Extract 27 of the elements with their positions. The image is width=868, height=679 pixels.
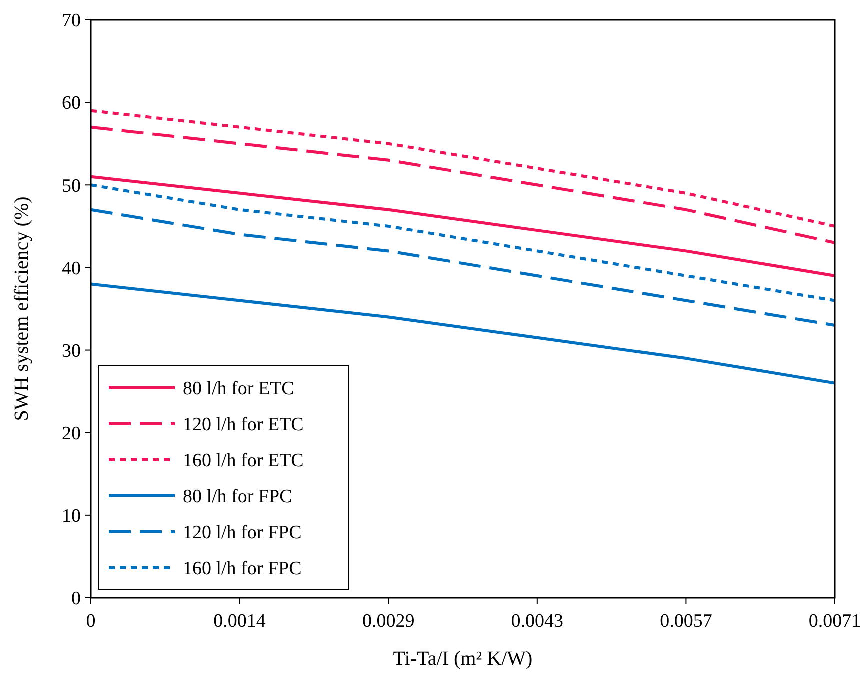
legend-label: 160 l/h for FPC	[183, 558, 302, 580]
y-tick-label: 40	[62, 258, 81, 280]
y-axis-title: SWH system efficiency (%)	[11, 196, 33, 422]
x-tick-label: 0.0043	[511, 611, 564, 632]
x-tick-label: 0.0057	[660, 611, 712, 632]
line-series	[90, 184, 836, 302]
line-series	[90, 175, 836, 278]
line-series	[90, 208, 836, 328]
y-tick-label: 20	[62, 424, 81, 445]
y-tick-label: 0	[72, 588, 81, 610]
legend-label: 80 l/h for ETC	[183, 378, 294, 400]
line-series	[90, 126, 836, 244]
legend-label: 80 l/h for FPC	[183, 486, 292, 508]
x-tick-label: 0	[86, 611, 96, 632]
line-series	[90, 109, 836, 228]
x-axis-title: Ti-Ta/I (m² K/W)	[393, 648, 533, 670]
y-tick-label: 10	[62, 506, 81, 528]
y-tick-label: 30	[62, 340, 81, 362]
legend-label: 120 l/h for FPC	[183, 522, 302, 544]
legend-label: 160 l/h for ETC	[183, 450, 304, 472]
y-tick-label: 60	[62, 93, 81, 114]
y-tick-label: 70	[62, 10, 81, 32]
x-tick-label: 0.0071	[808, 611, 862, 632]
legend-label: 120 l/h for ETC	[183, 414, 304, 436]
x-tick-label: 0.0014	[214, 611, 266, 632]
y-tick-label: 50	[62, 176, 81, 197]
x-tick-label: 0.0029	[362, 611, 415, 632]
